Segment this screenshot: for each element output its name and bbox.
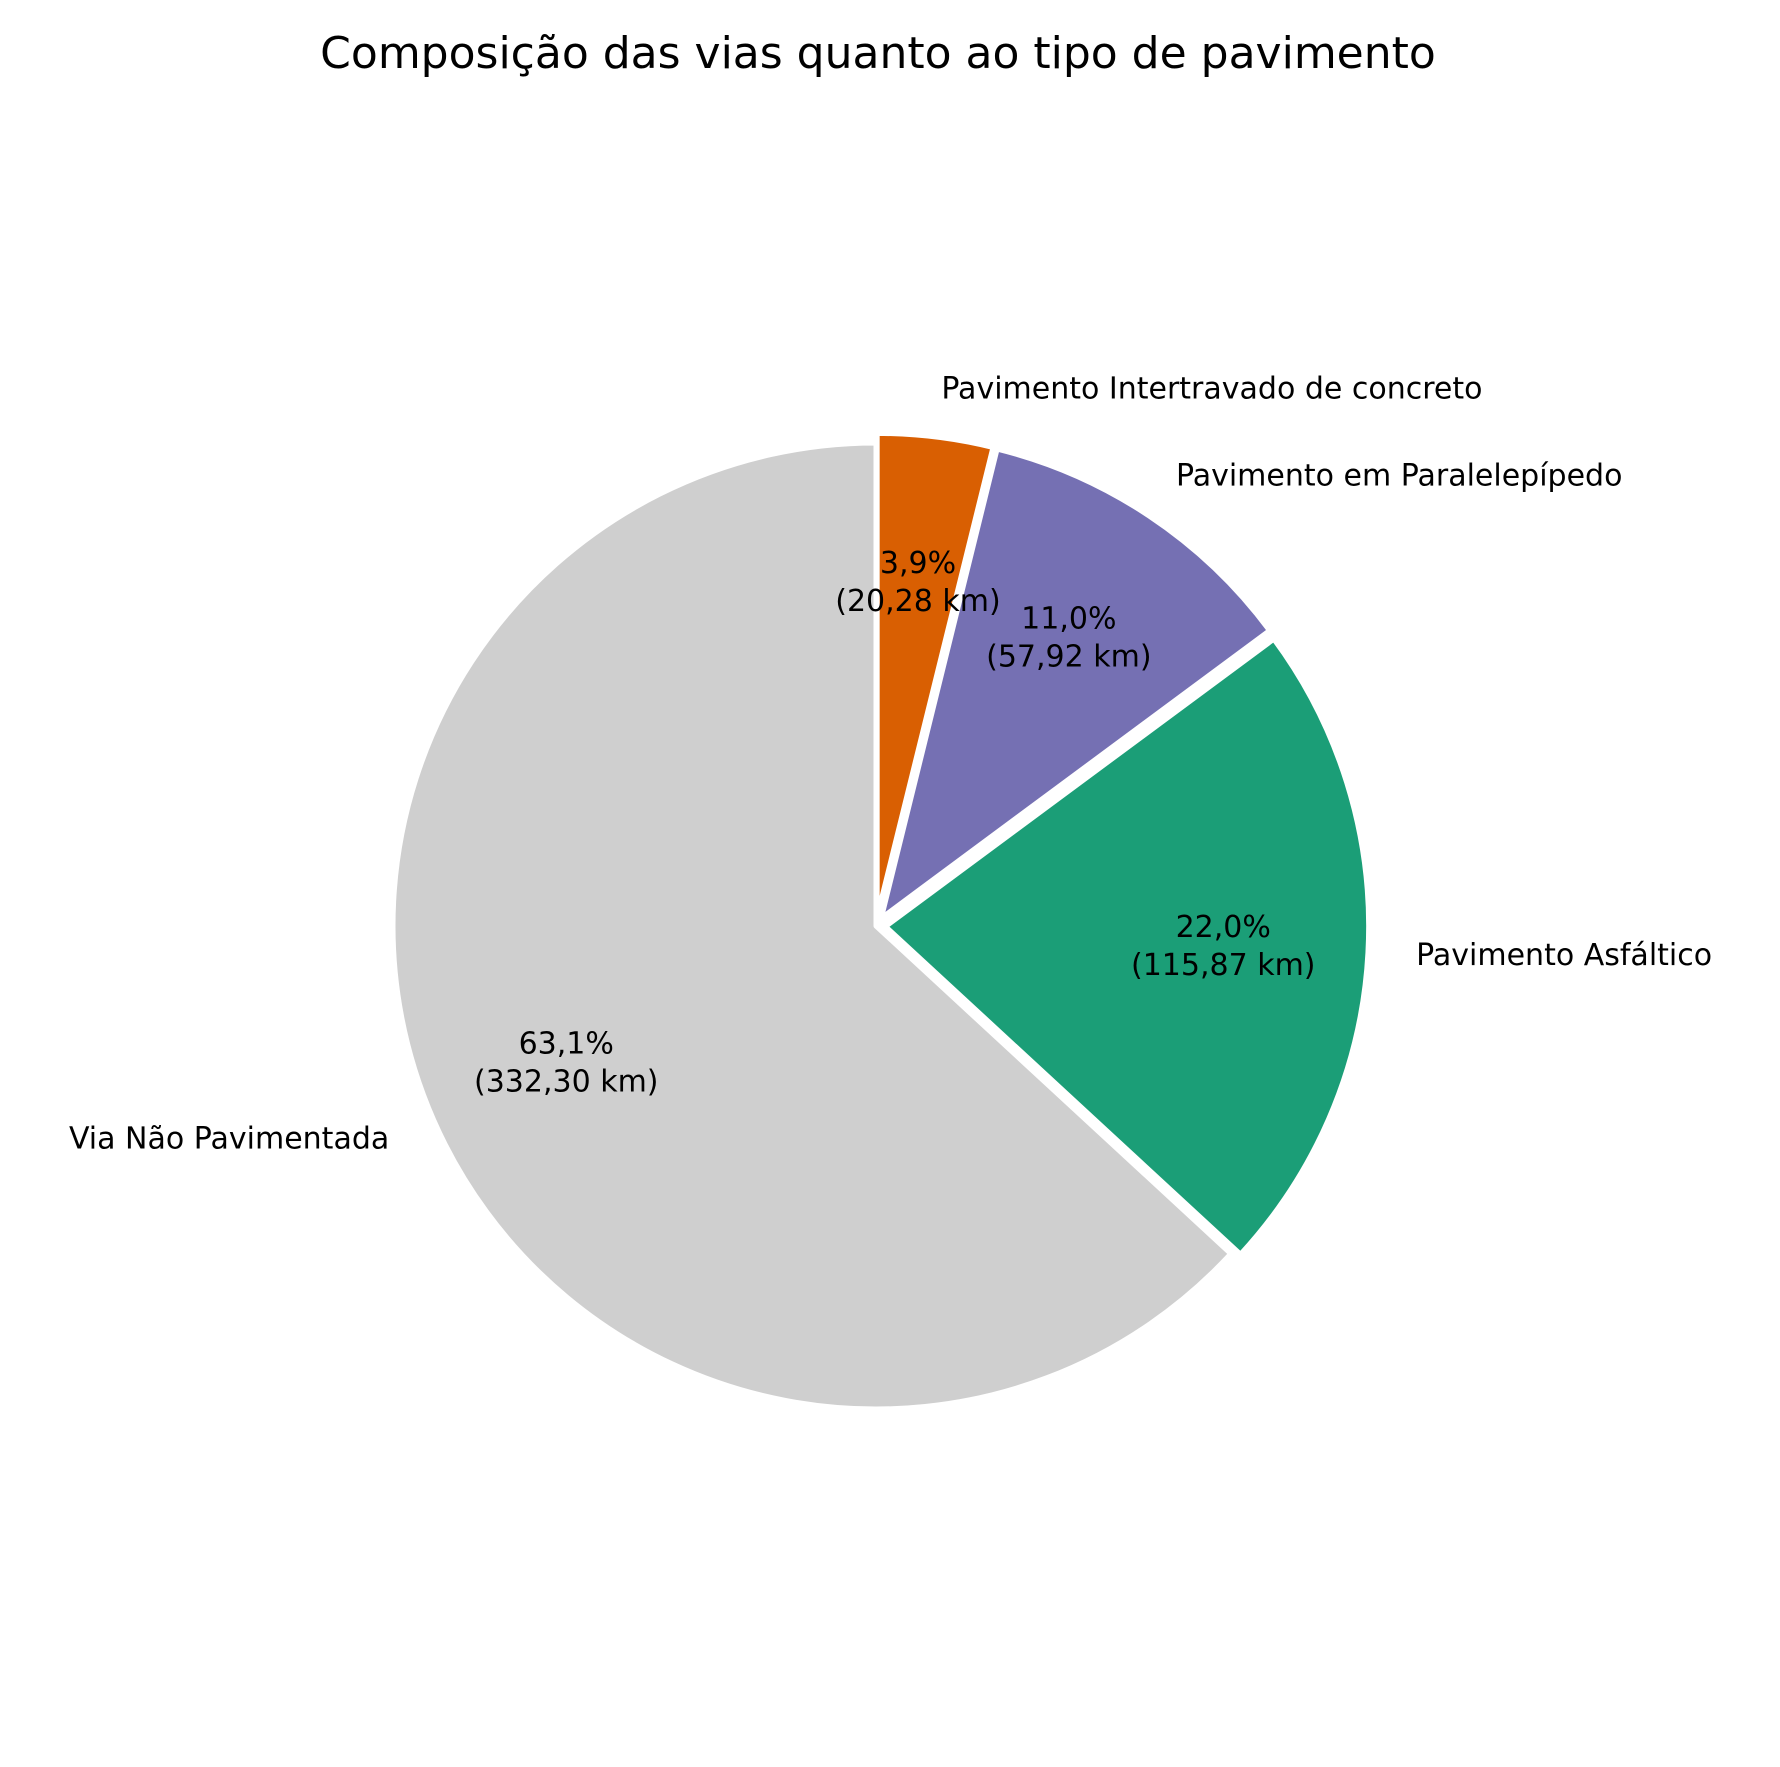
slice-label-pavimento-asfaltico: Pavimento Asfáltico	[1416, 938, 1712, 973]
slice-label-via-nao-pavimentada: Via Não Pavimentada	[69, 1122, 389, 1157]
slice-label-pavimento-intertravado-de-concreto: Pavimento Intertravado de concreto	[941, 371, 1482, 406]
pie-slice-pavimento-intertravado-de-concreto	[874, 430, 996, 919]
slice-percent-label-pavimento-asfaltico: 22,0% (115,87 km)	[1131, 910, 1316, 983]
slice-percent-label-pavimento-intertravado-de-concreto: 3,9% (20,28 km)	[835, 546, 1000, 619]
pie-slice-pavimento-asfaltico	[883, 636, 1372, 1257]
pie-slice-pavimento-em-paralelepipedo	[878, 446, 1273, 921]
pie-slice-via-nao-pavimentada	[390, 440, 1234, 1412]
chart-title: Composição das vias quanto ao tipo de pa…	[320, 28, 1436, 79]
slice-percent-label-via-nao-pavimentada: 63,1% (332,30 km)	[474, 1027, 659, 1100]
slice-percent-label-pavimento-em-paralelepipedo: 11,0% (57,92 km)	[986, 602, 1151, 675]
slice-label-pavimento-em-paralelepipedo: Pavimento em Paralelepípedo	[1176, 458, 1622, 493]
pie-slices	[390, 430, 1372, 1412]
pie-labels: Pavimento Intertravado de concreto 3,9% (2…	[69, 371, 1712, 1156]
